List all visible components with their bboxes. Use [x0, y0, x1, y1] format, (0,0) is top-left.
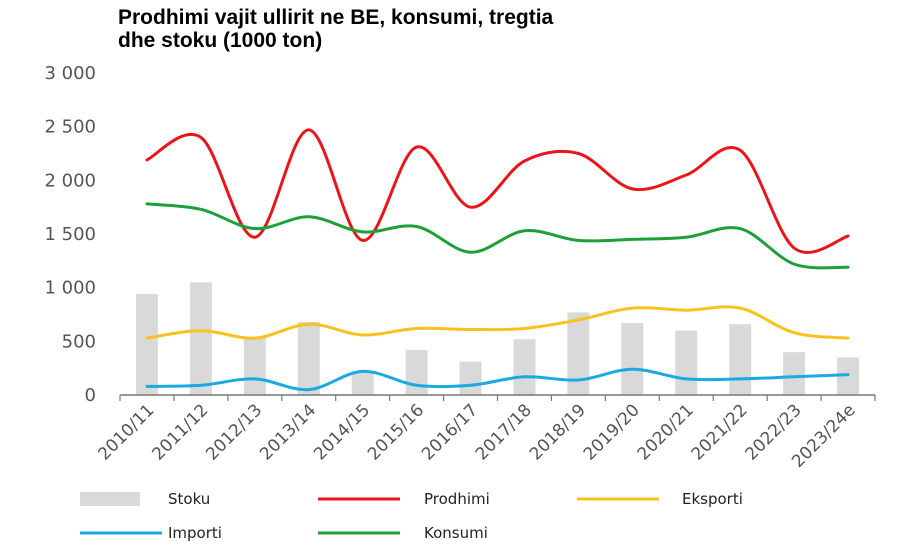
bars-group	[135, 282, 860, 395]
bar-stoku	[405, 349, 428, 395]
x-tick-label: 2020/21	[634, 400, 698, 464]
legend: Stoku Prodhimi Eksporti Importi Konsumi	[80, 490, 743, 542]
legend-label-konsumi: Konsumi	[424, 524, 488, 542]
bar-stoku	[459, 361, 482, 395]
x-axis-tick-marks	[119, 395, 876, 401]
bar-stoku	[297, 322, 320, 395]
bar-stoku	[189, 282, 212, 395]
line-eksporti	[145, 305, 850, 340]
x-tick-label: 2014/15	[310, 400, 374, 464]
bar-stoku	[783, 352, 806, 395]
chart-title: Prodhimi vajit ullirit ne BE, konsumi, t…	[118, 6, 838, 52]
legend-label-stoku: Stoku	[168, 490, 210, 508]
bar-stoku	[675, 330, 698, 395]
lines-group	[145, 128, 850, 392]
legend-label-importi: Importi	[168, 524, 222, 542]
bar-stoku	[351, 371, 374, 395]
y-tick-label: 3 000	[44, 63, 96, 84]
bar-stoku	[729, 324, 752, 395]
x-tick-label: 2016/17	[418, 400, 482, 464]
legend-label-eksporti: Eksporti	[682, 490, 743, 508]
y-tick-label: 2 000	[44, 170, 96, 191]
x-tick-label: 2018/19	[526, 400, 590, 464]
x-tick-label: 2012/13	[202, 400, 266, 464]
x-tick-label: 2013/14	[256, 400, 320, 464]
legend-label-prodhimi: Prodhimi	[424, 490, 490, 508]
x-tick-label: 2010/11	[94, 400, 158, 464]
chart-title-line-1: Prodhimi vajit ullirit ne BE, konsumi, t…	[118, 6, 554, 29]
x-tick-label: 2017/18	[472, 400, 536, 464]
x-tick-label: 2021/22	[688, 400, 752, 464]
chart-title-line-2: dhe stoku (1000 ton)	[118, 29, 323, 52]
bar-stoku	[837, 357, 860, 395]
y-tick-label: 0	[85, 385, 96, 406]
bar-stoku	[243, 337, 266, 395]
line-importi	[145, 367, 850, 392]
x-tick-label: 2011/12	[148, 400, 212, 464]
x-tick-label: 2019/20	[580, 400, 644, 464]
line-konsumi	[145, 202, 850, 270]
y-tick-label: 1 500	[44, 224, 96, 245]
y-axis-ticks: 0 500 1 000 1 500 2 000 2 500 3 000	[44, 63, 96, 406]
y-tick-label: 1 000	[44, 278, 96, 299]
bar-stoku	[513, 339, 536, 395]
bar-stoku	[621, 323, 644, 395]
bar-stoku	[567, 312, 590, 395]
bar-stoku	[135, 294, 158, 395]
legend-swatch-stoku	[80, 492, 140, 506]
line-prodhimi	[145, 128, 850, 254]
x-tick-label: 2015/16	[364, 400, 428, 464]
x-axis-labels: 2010/112011/122012/132013/142014/152015/…	[94, 400, 859, 471]
y-tick-label: 2 500	[44, 117, 96, 138]
y-tick-label: 500	[62, 331, 96, 352]
